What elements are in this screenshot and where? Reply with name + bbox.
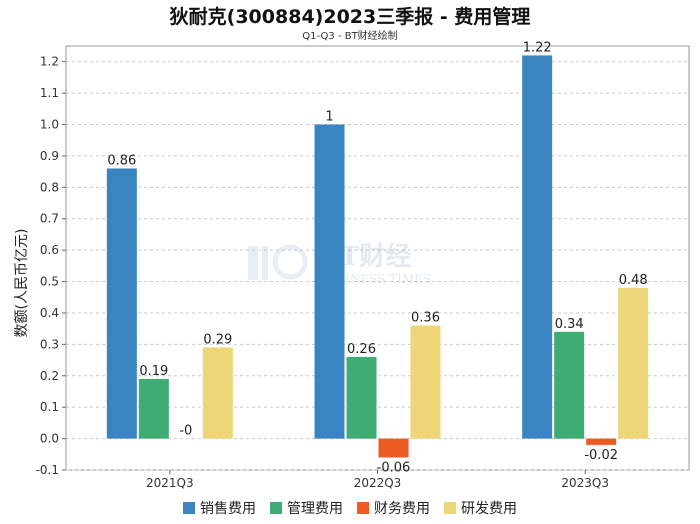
y-tick-label: 0.4 bbox=[40, 306, 59, 320]
y-tick-label: 1.1 bbox=[40, 86, 59, 100]
legend-swatch bbox=[183, 502, 195, 514]
y-tick-label: 0.0 bbox=[40, 432, 59, 446]
y-tick-label: 1.0 bbox=[40, 118, 59, 132]
data-label: 0.36 bbox=[411, 311, 440, 326]
bar-2022Q3-0 bbox=[314, 124, 345, 439]
data-label: 0.19 bbox=[139, 364, 168, 379]
y-tick-label: -0.1 bbox=[36, 463, 59, 477]
legend-label: 研发费用 bbox=[461, 501, 517, 517]
data-label: 1.22 bbox=[523, 40, 552, 55]
y-tick-label: 1.2 bbox=[40, 55, 59, 69]
watermark-bar-1 bbox=[248, 246, 258, 280]
bar-2021Q3-3 bbox=[202, 347, 233, 439]
x-tick-label: 2022Q3 bbox=[354, 476, 402, 490]
y-axis: -0.1 0.0 0.1 0.2 0.3 0.4 0.5 0.6 0.7 0.8 0.9 1.0 1.1… bbox=[36, 55, 66, 477]
bar-2023Q3-0 bbox=[522, 55, 553, 439]
data-label: 1 bbox=[325, 110, 333, 125]
bar-2021Q3-0 bbox=[106, 168, 137, 439]
data-label: 0.26 bbox=[347, 342, 376, 357]
y-tick-label: 0.9 bbox=[40, 149, 59, 163]
legend-label: 管理费用 bbox=[287, 501, 343, 517]
bar-2021Q3-1 bbox=[138, 378, 169, 439]
y-tick-label: 0.8 bbox=[40, 180, 59, 194]
x-tick-label: 2021Q3 bbox=[146, 476, 194, 490]
legend-item-1: 管理费用 bbox=[270, 498, 343, 518]
y-tick-label: 0.2 bbox=[40, 369, 59, 383]
legend-swatch bbox=[270, 502, 282, 514]
bars: 0.86 0.19 -0 0.29 1 0.26 -0.06 0.36 1.22 0.34 -0.0… bbox=[106, 40, 649, 475]
legend-swatch bbox=[357, 502, 369, 514]
legend: 销售费用 管理费用 财务费用 研发费用 bbox=[0, 498, 700, 518]
data-label: 0.34 bbox=[555, 317, 584, 332]
y-tick-label: 0.6 bbox=[40, 243, 59, 257]
data-label: 0.48 bbox=[619, 273, 648, 288]
y-axis-label: 数额(人民币亿元) bbox=[14, 229, 30, 338]
bar-2023Q3-3 bbox=[618, 287, 649, 439]
data-label: -0.06 bbox=[377, 460, 411, 475]
watermark-subtext: BUSINESS TIMES bbox=[318, 272, 431, 286]
chart-title: 狄耐克(300884)2023三季报 - 费用管理 bbox=[169, 6, 531, 28]
data-label: -0.02 bbox=[584, 448, 618, 463]
bar-2023Q3-1 bbox=[554, 331, 585, 439]
chart-area: -0.1 0.0 0.1 0.2 0.3 0.4 0.5 0.6 0.7 0.8 0.9 1.0 1.1… bbox=[14, 40, 690, 490]
data-label: 0.29 bbox=[203, 333, 232, 348]
watermark-bar-2 bbox=[262, 246, 268, 280]
legend-label: 销售费用 bbox=[200, 501, 256, 517]
bar-2022Q3-1 bbox=[346, 356, 377, 439]
legend-item-2: 财务费用 bbox=[357, 498, 430, 518]
legend-item-0: 销售费用 bbox=[183, 498, 256, 518]
legend-label: 财务费用 bbox=[374, 501, 430, 517]
y-tick-label: 0.1 bbox=[40, 400, 59, 414]
data-label: 0.86 bbox=[107, 153, 136, 168]
x-axis: 2021Q3 2022Q3 2023Q3 bbox=[146, 470, 609, 490]
data-label: -0 bbox=[179, 424, 192, 439]
y-tick-label: 0.3 bbox=[40, 337, 59, 351]
y-tick-label: 0.5 bbox=[40, 275, 59, 289]
x-tick-label: 2023Q3 bbox=[561, 476, 609, 490]
bar-2022Q3-3 bbox=[410, 325, 441, 439]
bar-2023Q3-2 bbox=[586, 438, 617, 445]
watermark-circle bbox=[272, 244, 308, 280]
legend-item-3: 研发费用 bbox=[444, 498, 517, 518]
bar-2022Q3-2 bbox=[378, 438, 409, 458]
legend-swatch bbox=[444, 502, 456, 514]
y-tick-label: 0.7 bbox=[40, 212, 59, 226]
chart-subtitle: Q1-Q3 - BT财经绘制 bbox=[302, 31, 398, 42]
